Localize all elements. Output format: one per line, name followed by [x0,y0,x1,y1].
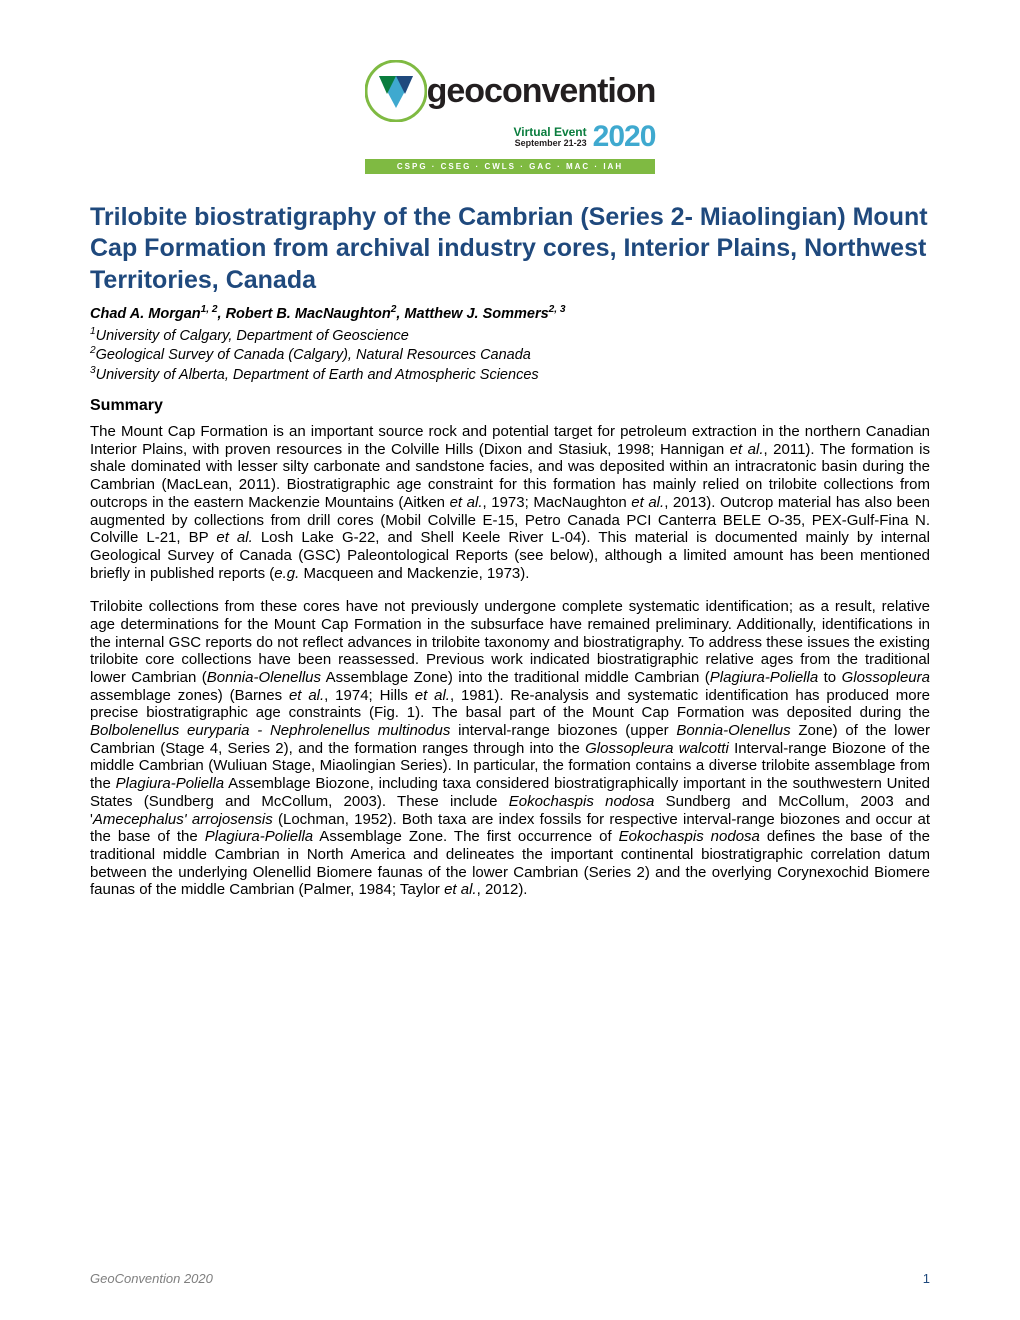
logo-top-row: geoconvention [365,60,656,122]
logo-block: geoconvention Virtual Event September 21… [90,60,930,174]
logo-sub-row: Virtual Event September 21-23 2020 [365,120,656,154]
affiliation-1: 1University of Calgary, Department of Ge… [90,326,930,344]
logo-brand-text: geoconvention [427,72,656,111]
page-container: geoconvention Virtual Event September 21… [0,0,1020,1320]
affiliation-2: 2Geological Survey of Canada (Calgary), … [90,345,930,363]
paragraph-1: The Mount Cap Formation is an important … [90,423,930,582]
logo-virtual-line1: Virtual Event [514,126,587,138]
footer-page-number: 1 [923,1271,930,1286]
authors-line: Chad A. Morgan1, 2, Robert B. MacNaughto… [90,304,930,322]
logo-year: 2020 [593,120,656,154]
page-footer: GeoConvention 2020 1 [90,1271,930,1286]
paragraph-2: Trilobite collections from these cores h… [90,598,930,899]
summary-heading: Summary [90,397,930,415]
logo: geoconvention Virtual Event September 21… [365,60,656,174]
logo-societies-bar: CSPG · CSEG · CWLS · GAC · MAC · IAH [365,159,656,174]
affiliation-3: 3University of Alberta, Department of Ea… [90,365,930,383]
paper-title: Trilobite biostratigraphy of the Cambria… [90,202,930,296]
logo-icon [365,60,427,122]
footer-conference: GeoConvention 2020 [90,1271,213,1286]
logo-virtual-block: Virtual Event September 21-23 [514,126,587,149]
logo-virtual-line2: September 21-23 [514,138,587,149]
